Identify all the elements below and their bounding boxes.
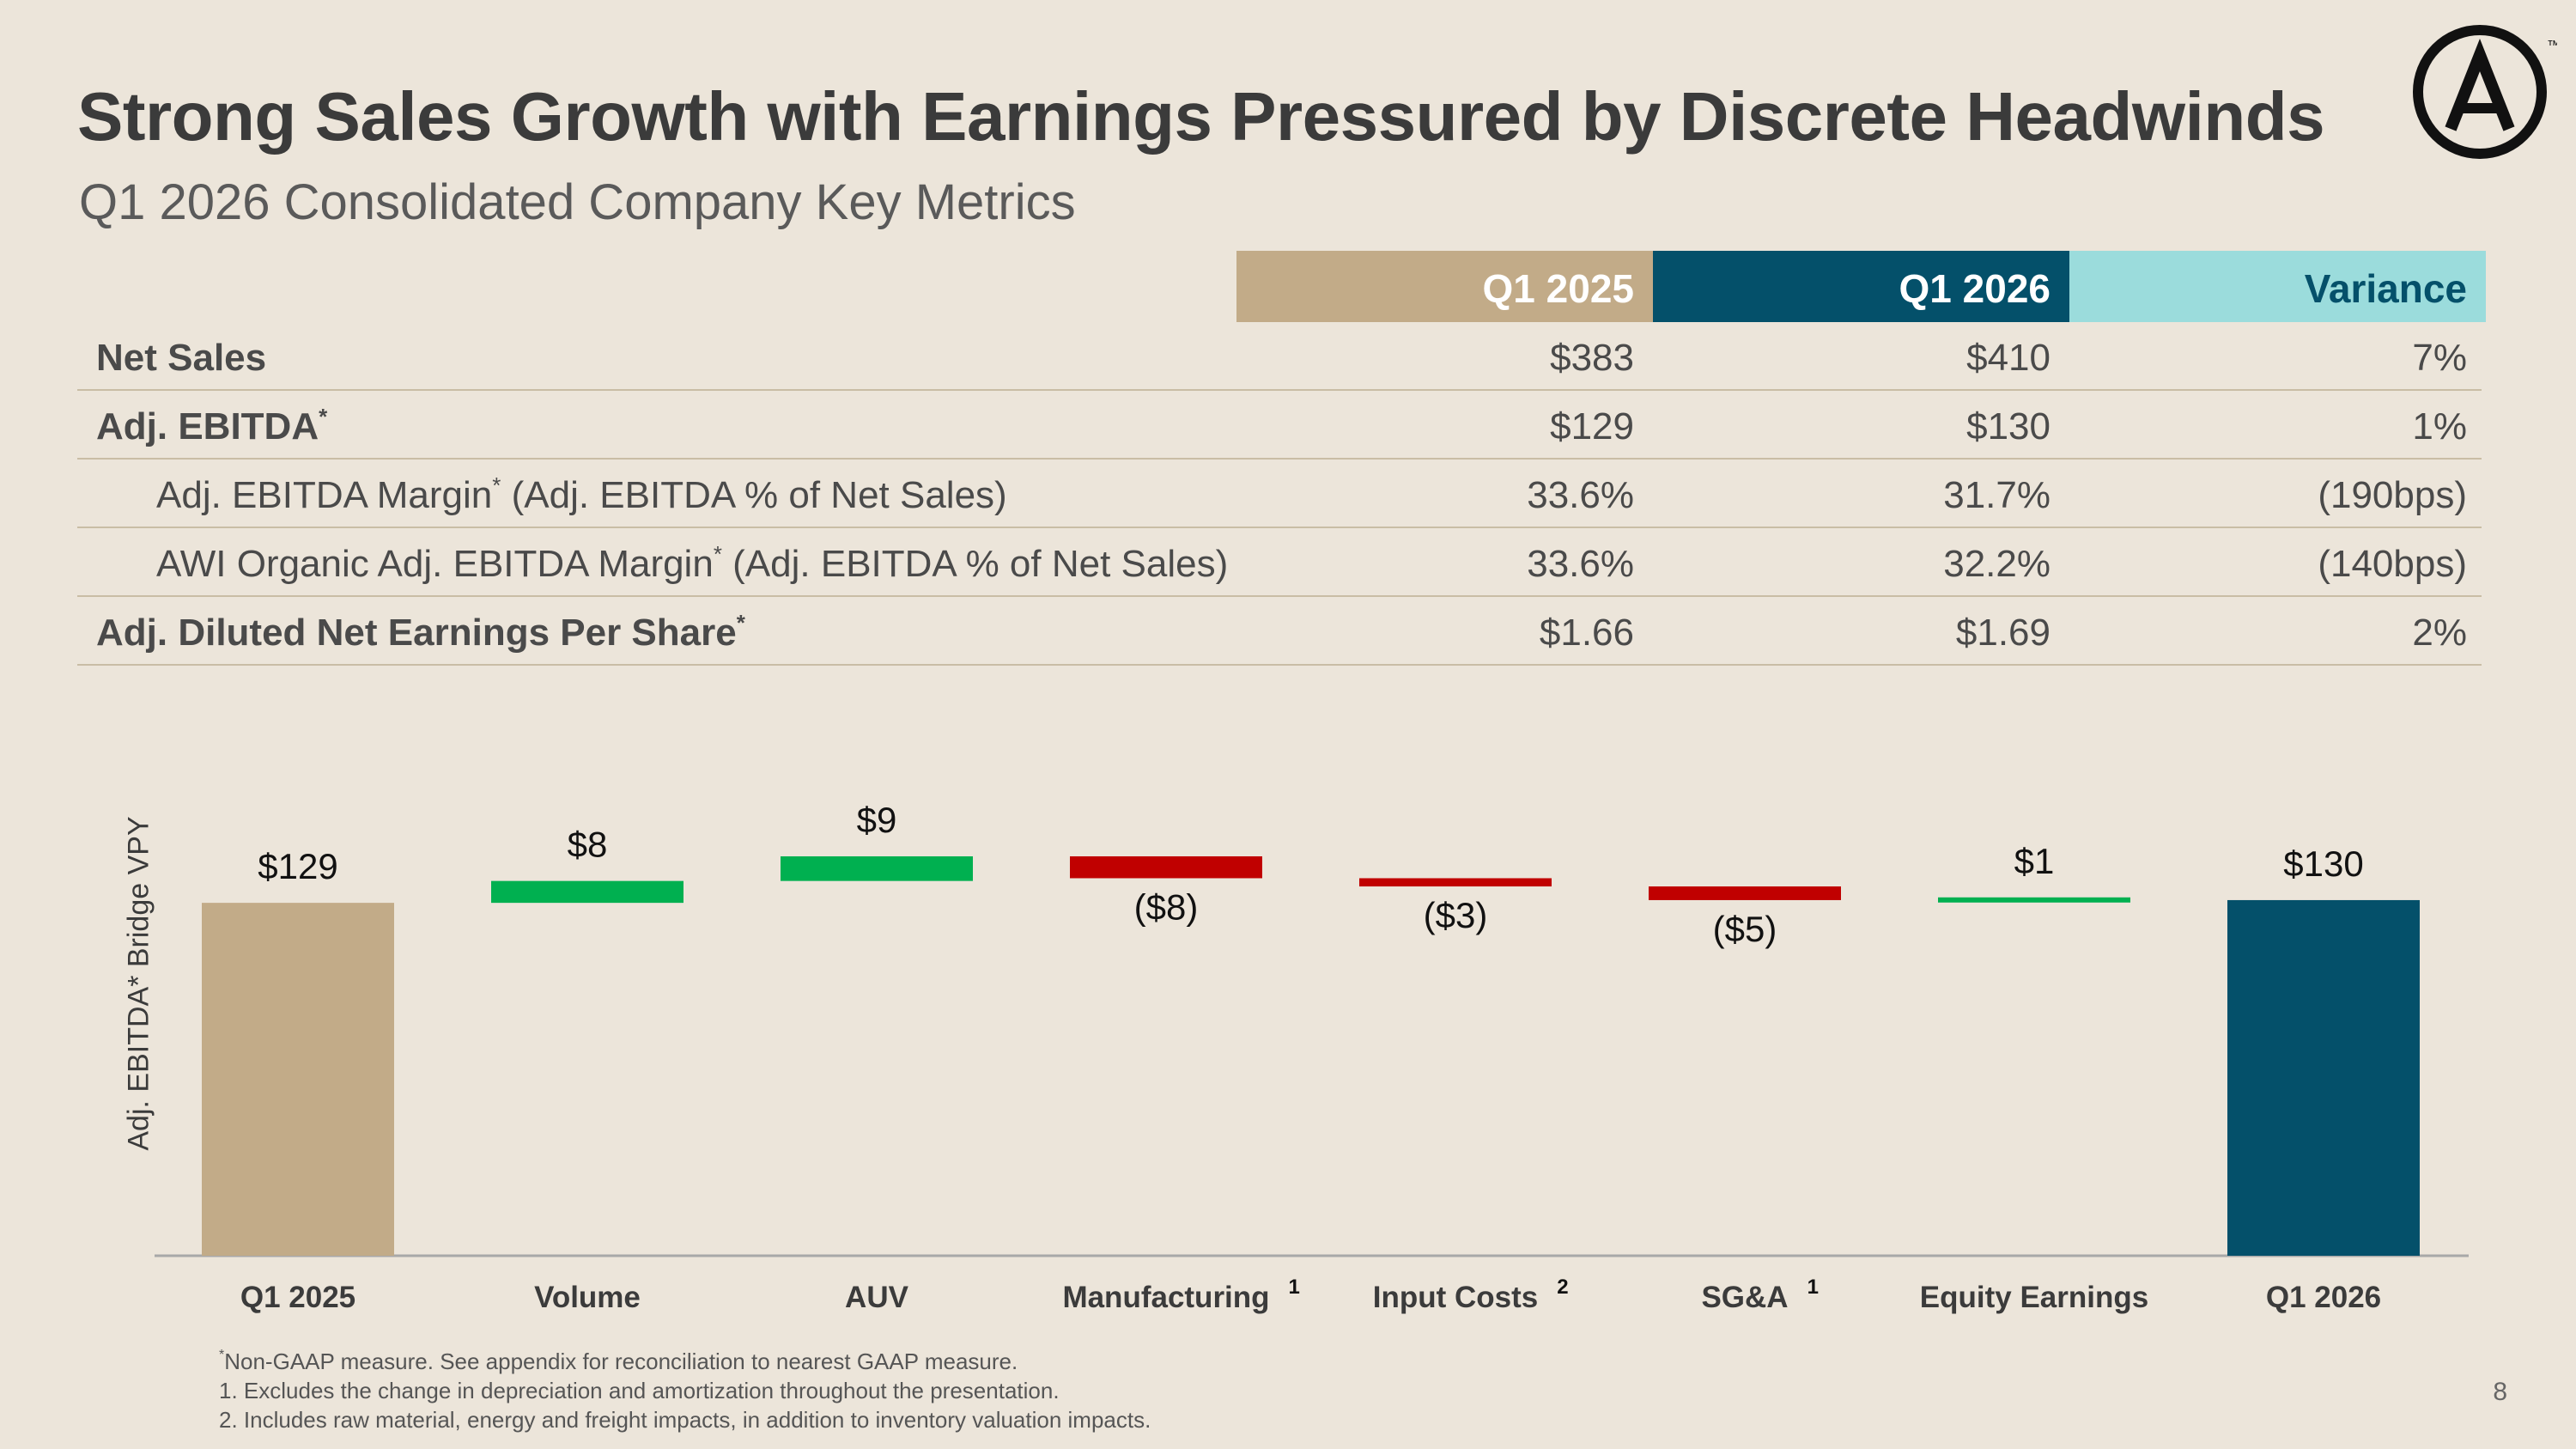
x-tick-superscript: 1 xyxy=(1807,1275,1819,1299)
row-label: AWI Organic Adj. EBITDA Margin* (Adj. EB… xyxy=(156,541,1229,585)
x-tick-label: Q1 2026 xyxy=(2266,1281,2381,1314)
cell-q1-2025: 33.6% xyxy=(1527,543,1634,585)
cell-q1-2025: $129 xyxy=(1550,405,1634,447)
x-tick-label: Equity Earnings xyxy=(1920,1281,2148,1314)
footnotes: *Non-GAAP measure. See appendix for reco… xyxy=(219,1347,1151,1434)
slide-title: Strong Sales Growth with Earnings Pressu… xyxy=(77,78,2325,155)
bar-input-costs xyxy=(1359,878,1552,887)
cell-q1-2025: $1.66 xyxy=(1539,612,1634,654)
data-label: ($8) xyxy=(1134,886,1199,927)
slide-subtitle: Q1 2026 Consolidated Company Key Metrics xyxy=(79,174,1076,230)
cell-variance: 7% xyxy=(2412,337,2467,379)
data-label: $130 xyxy=(2283,843,2363,884)
bar-manufacturing xyxy=(1070,855,1262,879)
x-tick-superscript: 2 xyxy=(1557,1275,1568,1299)
table-row: Adj. EBITDA Margin* (Adj. EBITDA % of Ne… xyxy=(77,460,2482,528)
key-metrics-table: Q1 2025 Q1 2026 Variance Net Sales $383 … xyxy=(77,251,2486,666)
row-label: Adj. EBITDA Margin* (Adj. EBITDA % of Ne… xyxy=(156,472,1007,516)
bar-equity-earnings xyxy=(1938,897,2130,903)
x-tick-label: SG&A xyxy=(1701,1281,1788,1314)
cell-variance: (190bps) xyxy=(2318,474,2467,516)
col-header-q1-2025: Q1 2025 xyxy=(1236,251,1653,322)
x-tick-label: AUV xyxy=(845,1281,909,1314)
x-tick-superscript: 1 xyxy=(1289,1275,1300,1299)
cell-q1-2025: $383 xyxy=(1550,337,1634,379)
cell-variance: 1% xyxy=(2412,405,2467,447)
cell-variance: (140bps) xyxy=(2318,543,2467,585)
bar-q1-2026 xyxy=(2227,899,2420,1256)
x-tick-label: Q1 2025 xyxy=(240,1281,355,1314)
cell-q1-2025: 33.6% xyxy=(1527,474,1634,516)
bar-auv xyxy=(781,855,973,881)
footnote: 1. Excludes the change in depreciation a… xyxy=(219,1378,1060,1403)
row-label: Net Sales xyxy=(96,337,267,379)
x-tick-label: Volume xyxy=(534,1281,641,1314)
data-label: ($3) xyxy=(1424,895,1488,935)
cell-variance: 2% xyxy=(2412,612,2467,654)
cell-q1-2026: 31.7% xyxy=(1943,474,2050,516)
cell-q1-2026: $130 xyxy=(1966,405,2050,447)
bar-sg-a xyxy=(1649,886,1841,900)
table-header: Q1 2025 Q1 2026 Variance xyxy=(77,251,2486,322)
data-label: $9 xyxy=(857,800,897,840)
col-header-variance: Variance xyxy=(2069,251,2486,322)
row-label: Adj. EBITDA* xyxy=(96,404,328,447)
table-row: AWI Organic Adj. EBITDA Margin* (Adj. EB… xyxy=(77,528,2482,597)
cell-q1-2026: $1.69 xyxy=(1955,612,2050,654)
data-label: $8 xyxy=(568,825,608,865)
data-label: $1 xyxy=(2014,841,2055,881)
cell-q1-2026: 32.2% xyxy=(1943,543,2050,585)
data-label: $129 xyxy=(258,846,337,886)
bar-volume xyxy=(491,880,683,904)
cell-q1-2026: $410 xyxy=(1966,337,2050,379)
table-row: Adj. Diluted Net Earnings Per Share* $1.… xyxy=(77,597,2482,666)
data-label: ($5) xyxy=(1713,909,1777,949)
bar-q1-2025 xyxy=(202,903,394,1256)
footnote: 2. Includes raw material, energy and fre… xyxy=(219,1407,1151,1433)
col-header-q1-2026: Q1 2026 xyxy=(1653,251,2069,322)
table-row: Adj. EBITDA* $129 $130 1% xyxy=(77,391,2482,460)
x-tick-label: Manufacturing xyxy=(1062,1281,1269,1314)
table-row: Net Sales $383 $410 7% xyxy=(77,322,2482,391)
x-tick-label: Input Costs xyxy=(1373,1281,1538,1314)
page-number: 8 xyxy=(2493,1378,2507,1406)
row-label: Adj. Diluted Net Earnings Per Share* xyxy=(96,610,745,654)
footnote: *Non-GAAP measure. See appendix for reco… xyxy=(219,1348,1018,1374)
